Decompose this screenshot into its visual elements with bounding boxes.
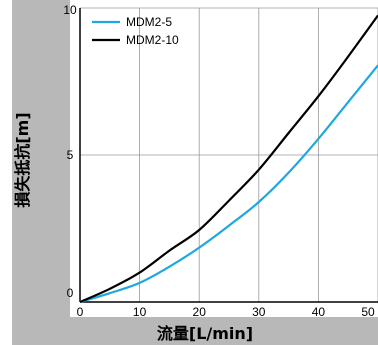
y-axis-title: 損失抵抗[m] — [13, 112, 32, 207]
x-tick-label-0: 0 — [77, 305, 84, 319]
shadow-left-bar — [12, 0, 70, 325]
y-tick-label-5: 5 — [67, 148, 74, 162]
legend-label-1: MDM2-5 — [126, 15, 172, 29]
series-lines — [79, 14, 378, 304]
grid — [80, 7, 378, 302]
series-line-2 — [79, 14, 378, 304]
x-tick-label-40: 40 — [312, 305, 326, 319]
x-tick-label-10: 10 — [133, 305, 147, 319]
shadow-bottom-bar — [12, 317, 378, 345]
series-line-1 — [79, 64, 378, 304]
legend-label-2: MDM2-10 — [126, 33, 179, 47]
x-tick-label-50: 50 — [361, 305, 375, 319]
y-tick-label-0: 0 — [67, 286, 74, 300]
legend: MDM2-5 MDM2-10 — [92, 15, 179, 47]
axes — [79, 8, 378, 303]
x-tick-label-20: 20 — [193, 305, 207, 319]
x-axis-title: 流量[L/min] — [157, 324, 253, 343]
tick-labels: 0 10 20 30 40 50 0 5 10 — [63, 3, 375, 319]
y-tick-label-10: 10 — [63, 3, 77, 17]
x-tick-label-30: 30 — [252, 305, 266, 319]
